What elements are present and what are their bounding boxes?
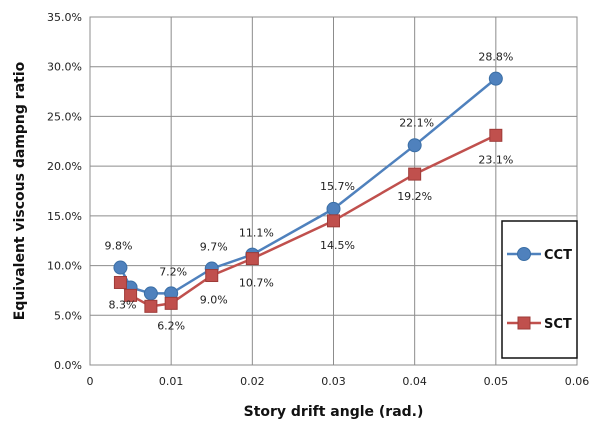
data-label-sct: 23.1% (478, 153, 513, 166)
data-point-sct (144, 299, 158, 313)
data-point-cct (326, 201, 341, 216)
y-tick-label: 30.0% (47, 61, 82, 74)
data-point-sct (245, 252, 259, 266)
y-tick-label: 5.0% (54, 309, 82, 322)
x-tick-label: 0.01 (159, 375, 184, 388)
legend-box (501, 220, 578, 359)
data-point-sct (408, 167, 422, 181)
series-group (113, 71, 503, 313)
y-tick-label: 10.0% (47, 260, 82, 273)
data-point-sct (327, 214, 340, 228)
legend: CCT SCT (501, 220, 578, 359)
x-tick-label: 0.05 (484, 375, 509, 388)
y-tick-label: 20.0% (47, 160, 82, 173)
data-label-cct: 15.7% (320, 180, 355, 193)
series-line-cct (119, 77, 497, 295)
data-point-cct (488, 71, 503, 86)
x-axis-title: Story drift angle (rad.) (244, 404, 424, 420)
x-tick-label: 0.06 (565, 375, 590, 388)
series-line-sct (119, 134, 497, 308)
data-point-sct (205, 269, 219, 283)
data-label-sct: 10.7% (239, 277, 274, 290)
data-label-cct: 11.1% (239, 227, 274, 240)
legend-label-sct: SCT (544, 317, 572, 332)
y-tick-label: 15.0% (47, 210, 82, 223)
data-label-cct: 28.8% (478, 51, 513, 64)
data-labels: 9.8% 7.2% 9.7% 11.1% 15.7% 22.1% 28.8% 8.3% 6.2%… (104, 51, 513, 333)
x-tick-label: 0.03 (321, 375, 346, 388)
legend-label-cct: CCT (544, 248, 572, 263)
data-point-cct (113, 260, 128, 275)
data-label-sct: 6.2% (157, 319, 185, 332)
data-label-cct: 9.7% (200, 241, 228, 254)
data-label-cct: 9.8% (104, 240, 132, 253)
x-axis-ticks: 0 0.01 0.02 0.03 0.04 0.05 0.06 (87, 375, 590, 388)
data-point-sct (164, 296, 178, 310)
x-tick-label: 0 (87, 375, 94, 388)
y-axis-title: Equivalent viscous dampng ratio (12, 61, 28, 320)
data-label-cct: 22.1% (399, 116, 434, 129)
data-point-sct (113, 275, 127, 289)
data-point-sct (124, 288, 138, 302)
y-axis-ticks: 0.0% 5.0% 10.0% 15.0% 20.0% 25.0% 30.0% 35.0% (47, 11, 82, 372)
data-point-cct (407, 138, 422, 153)
data-point-sct (489, 128, 503, 142)
data-label-sct: 14.5% (320, 239, 355, 252)
x-tick-label: 0.04 (402, 375, 427, 388)
x-tick-label: 0.02 (240, 375, 265, 388)
data-label-cct: 7.2% (159, 265, 187, 278)
legend-marker-sct (517, 316, 531, 330)
data-label-sct: 8.3% (108, 298, 136, 311)
y-tick-label: 25.0% (47, 110, 82, 123)
data-label-sct: 19.2% (397, 190, 432, 203)
data-point-cct (143, 286, 158, 301)
y-tick-label: 0.0% (54, 359, 82, 372)
data-label-sct: 9.0% (200, 294, 228, 307)
legend-marker-cct (517, 247, 531, 261)
y-tick-label: 35.0% (47, 11, 82, 24)
